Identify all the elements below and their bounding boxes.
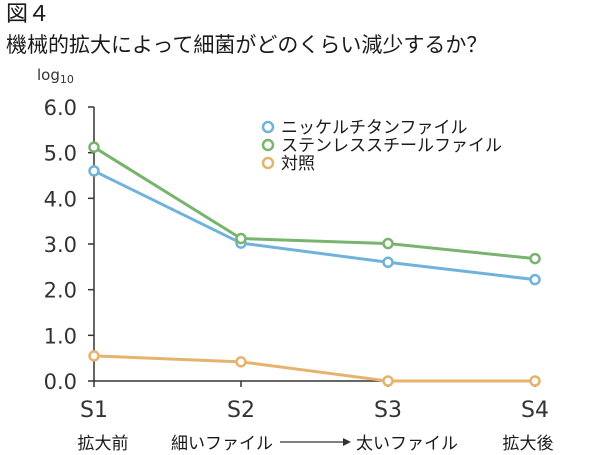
series-line: [93, 354, 535, 383]
x-sublabel-s3: 太いファイル: [356, 434, 458, 454]
y-tick-label: 3.0: [44, 233, 77, 257]
x-tick-label: S2: [227, 398, 255, 423]
data-point: [529, 375, 541, 387]
data-point: [382, 237, 394, 250]
progress-arrow-head: [343, 438, 351, 446]
y-tick-label: 4.0: [44, 187, 77, 211]
data-point: [529, 273, 541, 286]
legend-label: 対照: [281, 154, 315, 174]
legend-marker: [261, 120, 275, 134]
y-tick-label: 1.0: [44, 324, 77, 348]
x-tick-label: S4: [521, 398, 549, 423]
data-point: [88, 165, 100, 177]
legend-marker: [261, 138, 275, 152]
series-line: [93, 145, 536, 261]
x-tick-label: S1: [80, 398, 108, 423]
y-axis-unit-label: log10: [37, 66, 74, 86]
figure-label: 図４: [6, 2, 51, 27]
legend-label: ニッケルチタンファイル: [281, 118, 468, 138]
figure-title: 機械的拡大によって細菌がどのくらい減少するか？: [6, 33, 488, 57]
data-point: [235, 232, 247, 245]
y-tick-label: 2.0: [44, 279, 77, 303]
series-line: [93, 169, 536, 282]
x-tick-label: S3: [374, 398, 402, 423]
y-tick-label: 0.0: [44, 370, 77, 394]
x-sublabel-s4: 拡大後: [503, 434, 554, 454]
y-tick-label: 6.0: [44, 96, 77, 120]
y-tick-label: 5.0: [44, 142, 77, 166]
data-point: [235, 356, 247, 368]
data-point: [529, 252, 541, 265]
legend-label: ステンレススチールファイル: [281, 136, 502, 156]
x-sublabel-s2: 細いファイル: [171, 434, 273, 454]
data-point: [88, 141, 100, 153]
x-sublabel-s1: 拡大前: [78, 434, 129, 454]
data-point: [88, 350, 100, 362]
data-point: [382, 256, 394, 269]
legend-marker: [261, 156, 275, 170]
data-point: [382, 375, 394, 387]
